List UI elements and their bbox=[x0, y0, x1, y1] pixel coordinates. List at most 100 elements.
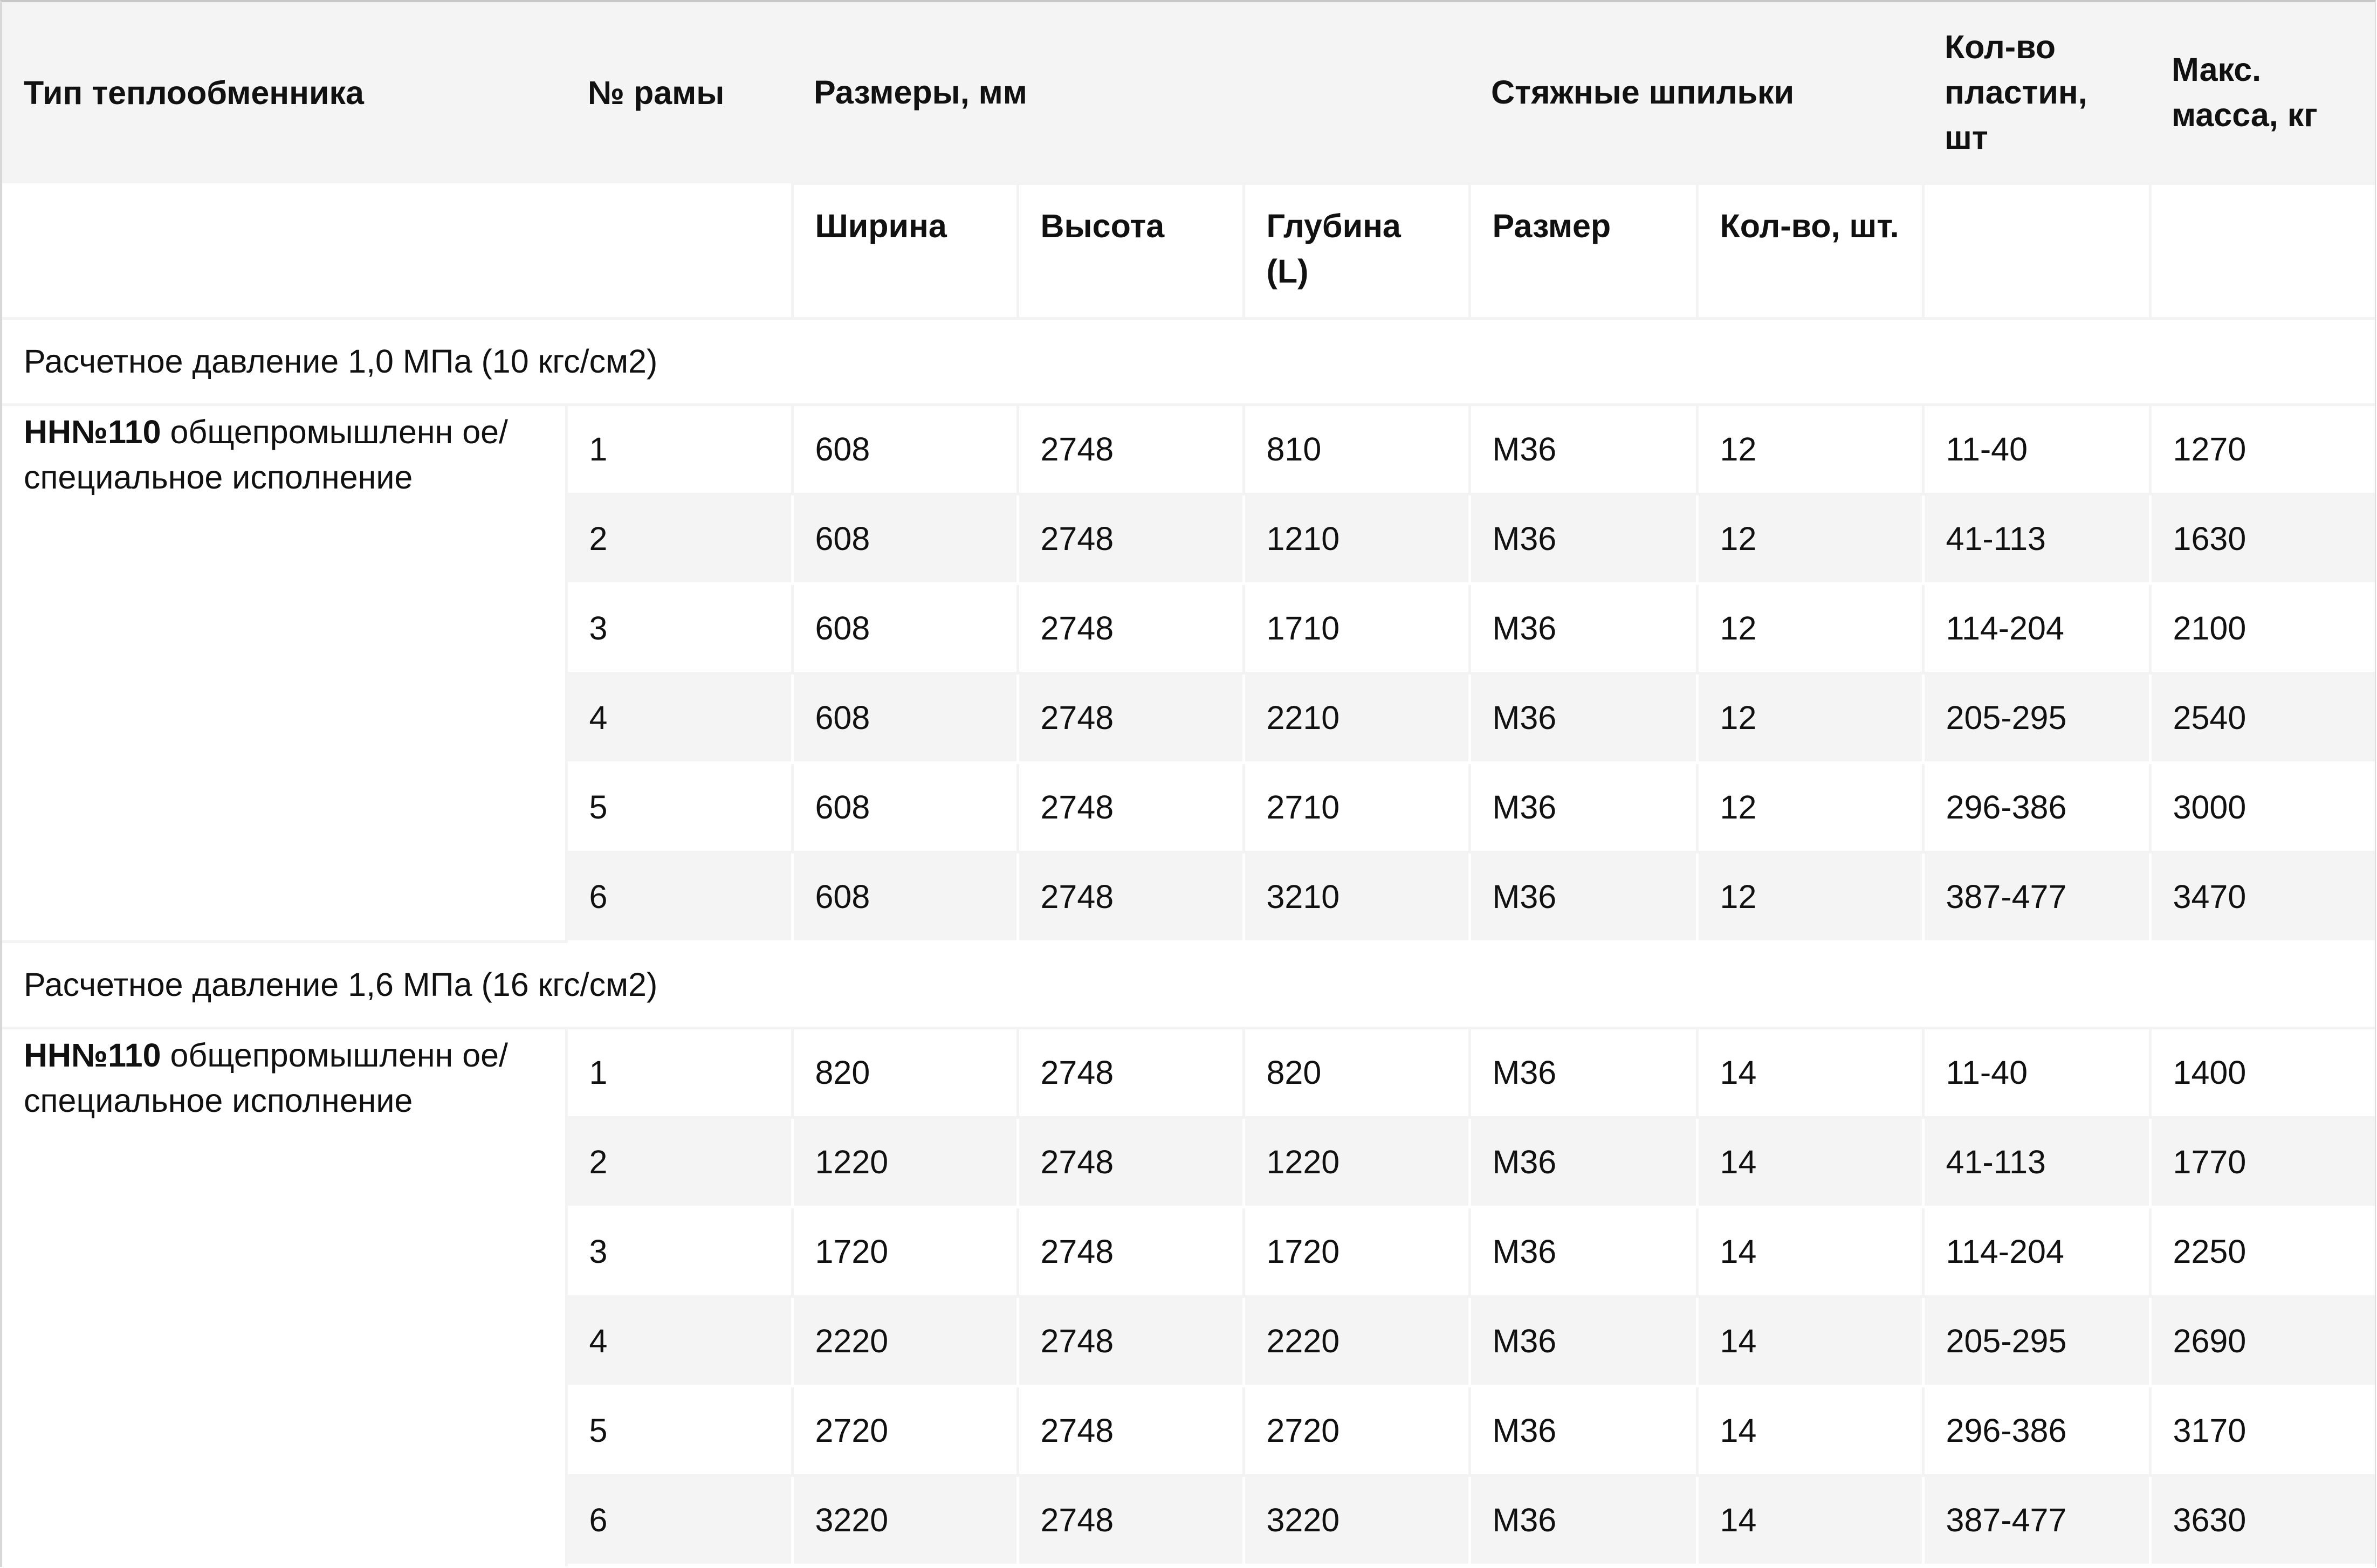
cell-mass: 2100 bbox=[2148, 582, 2375, 675]
cell-frame: 4 bbox=[565, 1295, 794, 1387]
cell-depth: 2210 bbox=[1242, 671, 1471, 764]
exchanger-model: НН№110 bbox=[24, 1036, 161, 1074]
section-row: Расчетное давление 1,0 МПа (10 кгс/см2) bbox=[2, 317, 2375, 406]
cell-plates: 41-113 bbox=[1921, 492, 2152, 585]
table-row: 5 2720 2748 2720 М36 14 296-386 3170 bbox=[2, 1384, 2375, 1477]
header-height: Высота bbox=[1016, 182, 1245, 320]
cell-stud-size: М36 bbox=[1468, 1116, 1699, 1208]
cell-frame: 4 bbox=[565, 671, 794, 764]
cell-plates: 296-386 bbox=[1921, 1384, 2152, 1477]
cell-mass: 3470 bbox=[2148, 850, 2375, 943]
header-stud-count: Кол-во, шт. bbox=[1695, 182, 1925, 320]
cell-mass: 1630 bbox=[2148, 492, 2375, 585]
cell-depth: 2720 bbox=[1242, 1384, 1471, 1477]
subheader-blank-mass bbox=[2148, 182, 2375, 320]
table-row: 2 1220 2748 1220 М36 14 41-113 1770 bbox=[2, 1116, 2375, 1208]
cell-frame: 6 bbox=[565, 1474, 794, 1566]
cell-stud-size: М36 bbox=[1468, 1384, 1699, 1477]
cell-height: 2748 bbox=[1016, 1205, 1245, 1298]
cell-plates: 296-386 bbox=[1921, 761, 2152, 854]
cell-stud-count: 12 bbox=[1695, 492, 1925, 585]
cell-mass: 2540 bbox=[2148, 671, 2375, 764]
cell-width: 2220 bbox=[791, 1295, 1019, 1387]
cell-stud-count: 14 bbox=[1695, 1384, 1925, 1477]
cell-plates: 387-477 bbox=[1921, 850, 2152, 943]
header-plates: Кол-во пластин, шт bbox=[1923, 2, 2151, 183]
cell-plates: 11-40 bbox=[1921, 1026, 2152, 1119]
cell-depth: 1220 bbox=[1242, 1116, 1471, 1208]
cell-stud-count: 12 bbox=[1695, 850, 1925, 943]
cell-stud-count: 12 bbox=[1695, 761, 1925, 854]
cell-frame: 6 bbox=[565, 850, 794, 943]
subheader-blank bbox=[2, 183, 794, 320]
subheader-blank-plates bbox=[1921, 182, 2152, 320]
cell-frame: 2 bbox=[565, 492, 794, 585]
cell-stud-size: М36 bbox=[1468, 492, 1699, 585]
header-type: Тип теплообменника bbox=[2, 2, 566, 183]
cell-width: 1720 bbox=[791, 1205, 1019, 1298]
cell-plates: 205-295 bbox=[1921, 1295, 2152, 1387]
cell-stud-count: 14 bbox=[1695, 1205, 1925, 1298]
cell-plates: 114-204 bbox=[1921, 582, 2152, 675]
cell-mass: 2250 bbox=[2148, 1205, 2375, 1298]
cell-stud-count: 14 bbox=[1695, 1295, 1925, 1387]
cell-frame: 5 bbox=[565, 761, 794, 854]
table-row: 4 608 2748 2210 М36 12 205-295 2540 bbox=[2, 671, 2375, 764]
table-row: 2 608 2748 1210 М36 12 41-113 1630 bbox=[2, 492, 2375, 585]
cell-stud-size: М36 bbox=[1468, 403, 1699, 496]
exchanger-description: общепромышленн ое/ специальное исполнени… bbox=[24, 1036, 508, 1119]
cell-mass: 3000 bbox=[2148, 761, 2375, 854]
table-row: 3 608 2748 1710 М36 12 114-204 2100 bbox=[2, 582, 2375, 675]
table-row: 3 1720 2748 1720 М36 14 114-204 2250 bbox=[2, 1205, 2375, 1298]
cell-height: 2748 bbox=[1016, 671, 1245, 764]
cell-mass: 2690 bbox=[2148, 1295, 2375, 1387]
cell-mass: 1400 bbox=[2148, 1026, 2375, 1119]
cell-height: 2748 bbox=[1016, 761, 1245, 854]
cell-plates: 41-113 bbox=[1921, 1116, 2152, 1208]
cell-height: 2748 bbox=[1016, 850, 1245, 943]
cell-stud-size: М36 bbox=[1468, 1474, 1699, 1566]
cell-plates: 387-477 bbox=[1921, 1474, 2152, 1566]
table-row: 4 2220 2748 2220 М36 14 205-295 2690 bbox=[2, 1295, 2375, 1387]
cell-stud-size: М36 bbox=[1468, 850, 1699, 943]
table-row: 5 608 2748 2710 М36 12 296-386 3000 bbox=[2, 761, 2375, 854]
cell-height: 2748 bbox=[1016, 1026, 1245, 1119]
header-width: Ширина bbox=[791, 182, 1019, 320]
cell-depth: 810 bbox=[1242, 403, 1471, 496]
cell-frame: 2 bbox=[565, 1116, 794, 1208]
cell-mass: 3170 bbox=[2148, 1384, 2375, 1477]
cell-stud-size: М36 bbox=[1468, 1205, 1699, 1298]
cell-depth: 1210 bbox=[1242, 492, 1471, 585]
cell-stud-count: 12 bbox=[1695, 582, 1925, 675]
cell-height: 2748 bbox=[1016, 1295, 1245, 1387]
cell-plates: 11-40 bbox=[1921, 403, 2152, 496]
cell-height: 2748 bbox=[1016, 582, 1245, 675]
exchanger-description: общепромышленн ое/ специальное исполнени… bbox=[24, 413, 508, 496]
cell-stud-count: 12 bbox=[1695, 671, 1925, 764]
cell-height: 2748 bbox=[1016, 403, 1245, 496]
cell-plates: 205-295 bbox=[1921, 671, 2152, 764]
cell-frame: 1 bbox=[565, 403, 794, 496]
table-row: НН№110 общепромышленн ое/ специальное ис… bbox=[2, 1026, 2375, 1565]
cell-frame: 3 bbox=[565, 582, 794, 675]
header-stud-size: Размер bbox=[1468, 182, 1699, 320]
header-depth: Глубина (L) bbox=[1242, 182, 1471, 320]
header-frame: № рамы bbox=[566, 2, 792, 183]
cell-depth: 1710 bbox=[1242, 582, 1471, 675]
section-title: Расчетное давление 1,0 МПа (10 кгс/см2) bbox=[2, 317, 2375, 406]
section-title: Расчетное давление 1,6 МПа (16 кгс/см2) bbox=[2, 940, 2375, 1029]
cell-height: 2748 bbox=[1016, 1474, 1245, 1566]
cell-frame: 5 bbox=[565, 1384, 794, 1477]
cell-width: 1220 bbox=[791, 1116, 1019, 1208]
cell-height: 2748 bbox=[1016, 1116, 1245, 1208]
cell-height: 2748 bbox=[1016, 1384, 1245, 1477]
cell-stud-size: М36 bbox=[1468, 1295, 1699, 1387]
cell-depth: 2220 bbox=[1242, 1295, 1471, 1387]
cell-mass: 1270 bbox=[2148, 403, 2375, 496]
cell-width: 608 bbox=[791, 671, 1019, 764]
cell-width: 3220 bbox=[791, 1474, 1019, 1566]
cell-depth: 3210 bbox=[1242, 850, 1471, 943]
cell-depth: 2710 bbox=[1242, 761, 1471, 854]
